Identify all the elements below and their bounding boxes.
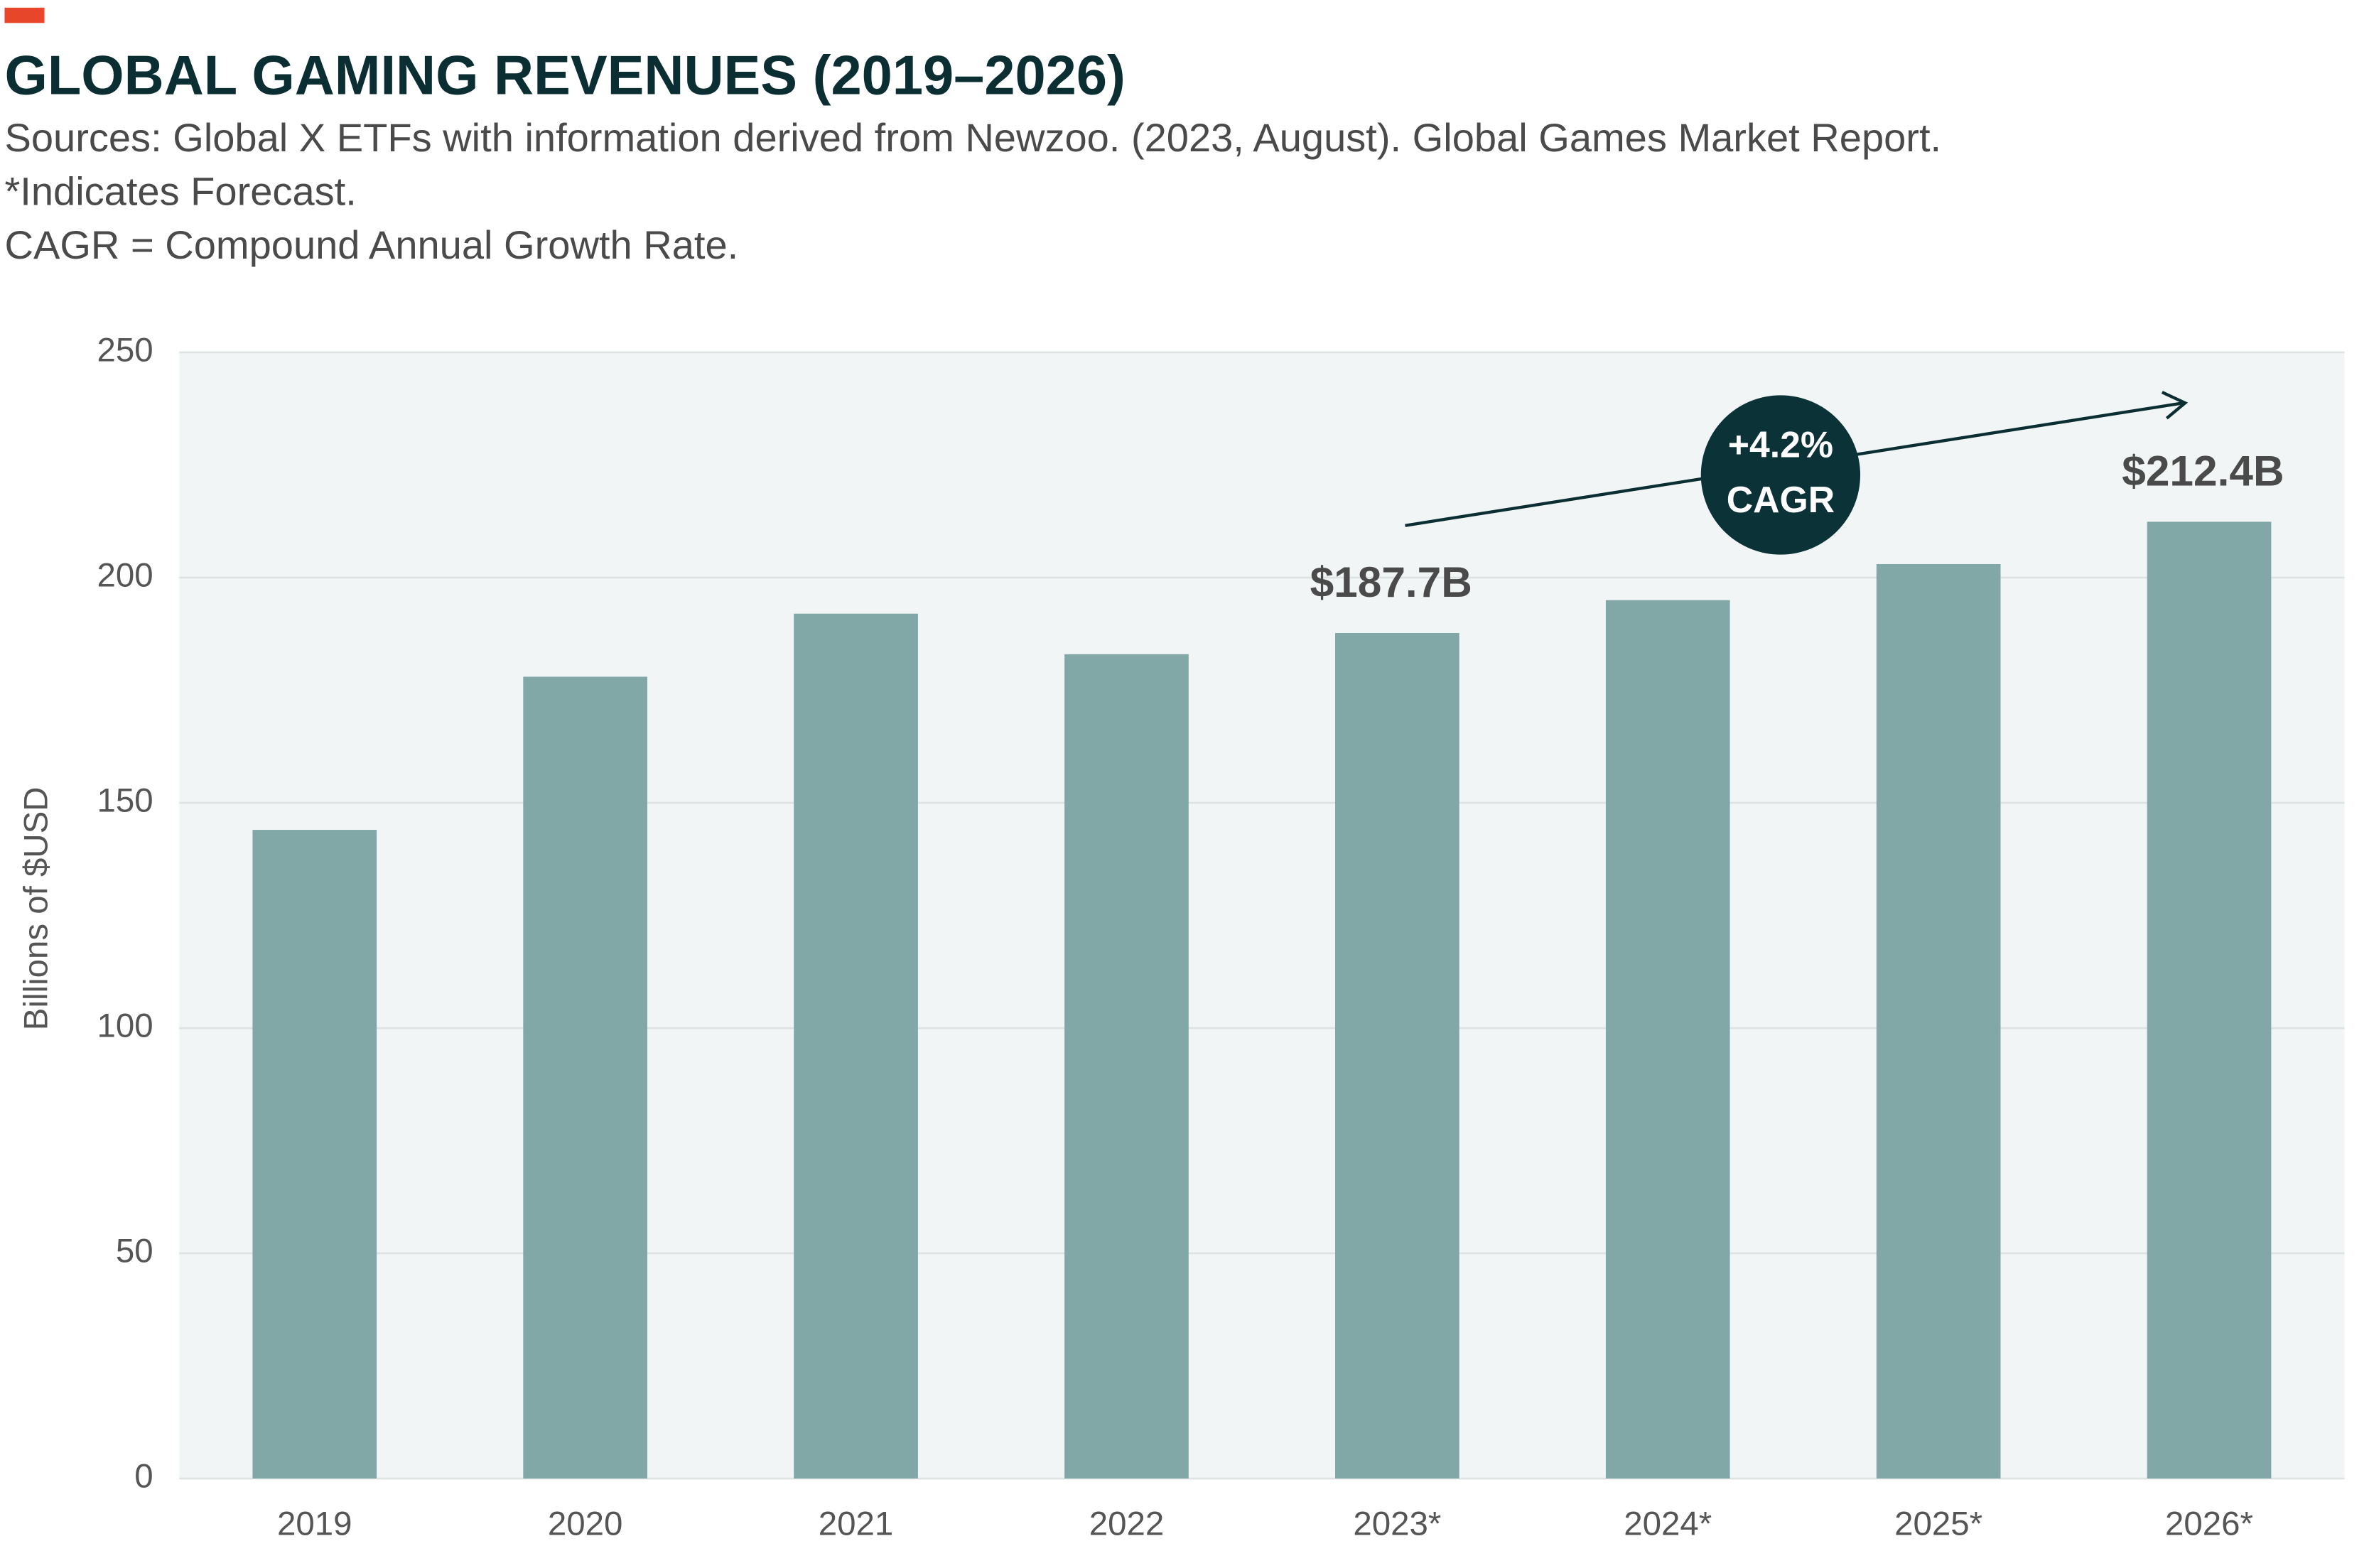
bar [1335,632,1459,1479]
x-tick-label: 2023* [1353,1505,1441,1542]
bar [252,830,377,1479]
bar [1605,600,1730,1479]
y-tick-label: 200 [97,557,153,595]
chart-title: GLOBAL GAMING REVENUES (2019–2026) [4,45,1125,107]
y-tick-label: 50 [116,1233,153,1270]
value-label: $212.4B [2122,446,2284,494]
annotation: CAGR [1727,479,1835,520]
y-axis-label: Billions of $USD [17,786,55,1030]
subtitle: *Indicates Forecast. [4,169,356,214]
y-tick-label: 250 [97,332,153,369]
x-tick-label: 2020 [548,1505,623,1542]
y-tick-label: 0 [134,1458,153,1496]
x-tick-label: 2019 [277,1505,352,1542]
accent-mark [4,7,45,23]
plot-area [179,352,2345,1479]
y-tick-label: 150 [97,782,153,820]
bar [1876,563,2001,1479]
x-tick-label: 2026* [2165,1505,2253,1542]
y-tick-label: 100 [97,1007,153,1045]
bar [1064,654,1189,1479]
x-tick-label: 2025* [1894,1505,1982,1542]
subtitle: Sources: Global X ETFs with information … [4,115,1941,160]
x-tick-label: 2022 [1089,1505,1165,1542]
x-tick-label: 2021 [819,1505,894,1542]
value-label: $187.7B [1310,558,1472,606]
bar [794,613,918,1479]
cagr-badge [1700,395,1861,555]
arrow-head [2161,391,2189,420]
bar [2147,521,2272,1479]
bar [523,676,648,1479]
x-tick-label: 2024* [1624,1505,1712,1542]
annotation: +4.2% [1728,423,1833,465]
subtitle: CAGR = Compound Annual Growth Rate. [4,222,738,267]
